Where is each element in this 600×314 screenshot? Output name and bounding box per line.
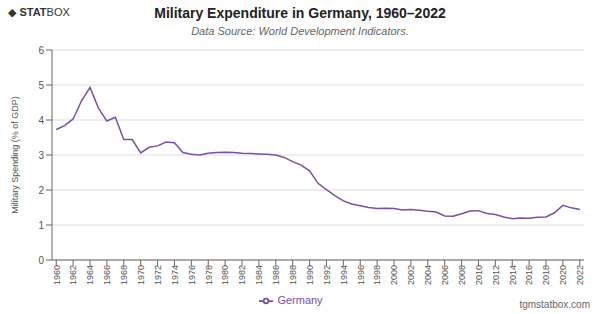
html-text:tgmstatbox.com: tgmstatbox.com: [519, 299, 590, 310]
svg-text:1990: 1990: [305, 265, 315, 285]
svg-text:Military Spending (% of GDP): Military Spending (% of GDP): [10, 96, 20, 214]
svg-text:2014: 2014: [508, 265, 518, 285]
svg-text:1960: 1960: [52, 265, 62, 285]
svg-text:1998: 1998: [373, 265, 383, 285]
svg-text:1968: 1968: [119, 265, 129, 285]
svg-text:1962: 1962: [69, 265, 79, 285]
svg-text:2: 2: [38, 185, 44, 196]
svg-text:1996: 1996: [356, 265, 366, 285]
svg-text:1978: 1978: [204, 265, 214, 285]
svg-text:4: 4: [38, 115, 44, 126]
svg-text:6: 6: [38, 46, 44, 56]
svg-text:2004: 2004: [423, 265, 433, 285]
svg-text:1984: 1984: [254, 265, 264, 285]
svg-text:1980: 1980: [221, 265, 231, 285]
svg-text:2000: 2000: [389, 265, 399, 285]
svg-text:1: 1: [38, 220, 44, 231]
html-text:Data Source: World Development: Data Source: World Development Indicator…: [191, 25, 409, 37]
svg-text:1970: 1970: [136, 265, 146, 285]
svg-text:1972: 1972: [153, 265, 163, 285]
svg-text:2010: 2010: [474, 265, 484, 285]
svg-text:1964: 1964: [85, 265, 95, 285]
svg-text:5: 5: [38, 80, 44, 91]
html-text:◆ STAT BOX: ◆ STAT BOX: [8, 6, 70, 18]
svg-text:2020: 2020: [558, 265, 568, 285]
svg-text:2018: 2018: [541, 265, 551, 285]
svg-text:1994: 1994: [339, 265, 349, 285]
svg-text:2006: 2006: [440, 265, 450, 285]
svg-text:0: 0: [38, 255, 44, 266]
html-text:Military Expenditure in German: Military Expenditure in Germany, 1960–20…: [154, 5, 446, 21]
svg-text:1966: 1966: [102, 265, 112, 285]
svg-text:1982: 1982: [237, 265, 247, 285]
svg-text:2008: 2008: [457, 265, 467, 285]
svg-text:1988: 1988: [288, 265, 298, 285]
svg-text:2016: 2016: [525, 265, 535, 285]
html-text:Germany: Germany: [277, 294, 323, 306]
svg-text:1974: 1974: [170, 265, 180, 285]
svg-text:2002: 2002: [406, 265, 416, 285]
svg-text:1992: 1992: [322, 265, 332, 285]
svg-text:2022: 2022: [575, 265, 585, 285]
svg-text:3: 3: [38, 150, 44, 161]
svg-text:1986: 1986: [271, 265, 281, 285]
svg-text:2012: 2012: [491, 265, 501, 285]
svg-text:1976: 1976: [187, 265, 197, 285]
